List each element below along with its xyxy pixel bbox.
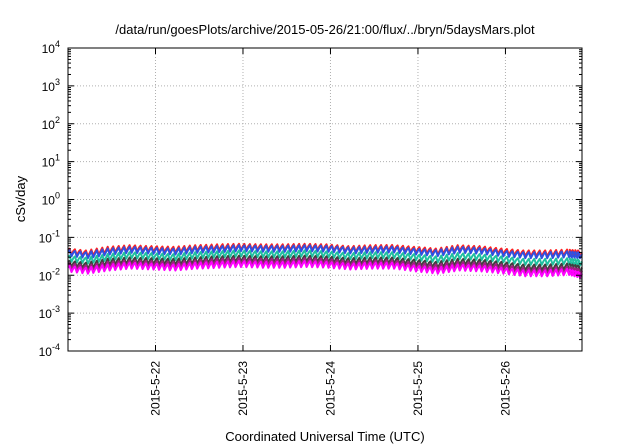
y-tick-label: 103 [42, 77, 60, 94]
grid [68, 48, 582, 351]
x-axis-label: Coordinated Universal Time (UTC) [225, 429, 424, 444]
x-tick-label: 2015-5-25 [411, 361, 425, 416]
y-tick-label: 10-4 [39, 342, 60, 359]
plot-frame [67, 47, 583, 352]
y-tick-label: 10-2 [39, 266, 60, 283]
x-axis: 2015-5-22 2015-5-23 2015-5-24 2015-5-25 2015… [148, 48, 512, 416]
y-tick-label: 100 [42, 191, 60, 208]
series-line-4 [67, 254, 583, 273]
y-tick-label: 101 [42, 153, 60, 170]
x-tick-label: 2015-5-22 [148, 361, 162, 416]
series-line-6 [67, 260, 583, 279]
series-layer [67, 242, 583, 279]
x-tick-label: 2015-5-24 [323, 361, 337, 416]
series-line-3 [67, 249, 583, 267]
y-tick-label: 102 [42, 115, 60, 132]
y-tick-label: 10-1 [39, 228, 60, 245]
y-axis-label: cSv/day [13, 175, 28, 222]
y-axis: 10-4 10-3 10-2 10-1 100 101 102 103 104 [39, 39, 582, 359]
series-line-5 [67, 257, 583, 276]
chart-title: /data/run/goesPlots/archive/2015-05-26/2… [115, 22, 535, 37]
y-tick-label: 10-3 [39, 304, 60, 321]
x-tick-label: 2015-5-26 [498, 361, 512, 416]
series-line-2 [67, 244, 583, 260]
x-tick-label: 2015-5-23 [236, 361, 250, 416]
y-tick-label: 104 [42, 39, 60, 56]
